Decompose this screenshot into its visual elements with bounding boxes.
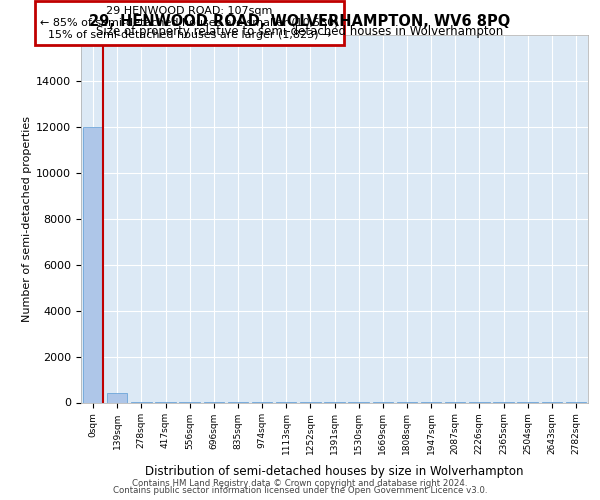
Text: Contains public sector information licensed under the Open Government Licence v3: Contains public sector information licen… bbox=[113, 486, 487, 495]
Text: 29, HENWOOD ROAD, WOLVERHAMPTON, WV6 8PQ: 29, HENWOOD ROAD, WOLVERHAMPTON, WV6 8PQ bbox=[89, 14, 511, 29]
Bar bbox=[83, 127, 103, 402]
Text: Size of property relative to semi-detached houses in Wolverhampton: Size of property relative to semi-detach… bbox=[97, 25, 503, 38]
Bar bbox=[107, 394, 127, 402]
Text: 29 HENWOOD ROAD: 107sqm
← 85% of semi-detached houses are smaller (10,530)
15% o: 29 HENWOOD ROAD: 107sqm ← 85% of semi-de… bbox=[40, 6, 339, 40]
Y-axis label: Number of semi-detached properties: Number of semi-detached properties bbox=[22, 116, 32, 322]
X-axis label: Distribution of semi-detached houses by size in Wolverhampton: Distribution of semi-detached houses by … bbox=[145, 466, 524, 478]
Text: Contains HM Land Registry data © Crown copyright and database right 2024.: Contains HM Land Registry data © Crown c… bbox=[132, 479, 468, 488]
